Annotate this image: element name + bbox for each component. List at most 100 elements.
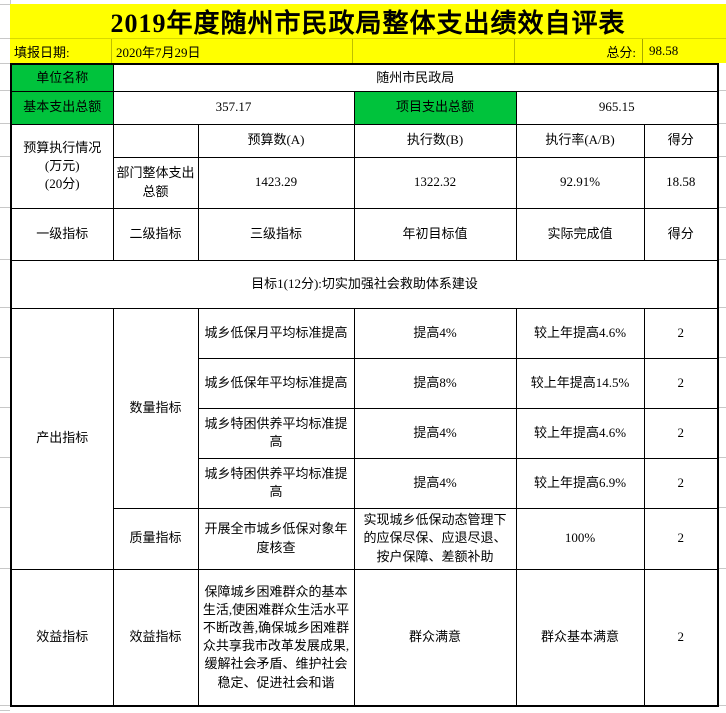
- budget-execution-empty-cell: [112, 123, 199, 158]
- indicator-score-cell: 2: [643, 568, 719, 707]
- budget-amount-cell: 1423.29: [197, 156, 355, 209]
- indicator-target-cell: 提高8%: [353, 357, 517, 409]
- unit-name-row: 单位名称 随州市民政局: [10, 63, 719, 92]
- margin-gridline: [717, 259, 726, 260]
- margin-gridline: [0, 507, 10, 508]
- page-title: 2019年度随州市民政局整体支出绩效自评表: [110, 8, 626, 38]
- indicator-target-cell: 群众满意: [353, 568, 517, 707]
- indicator-name-cell: 城乡特困供养平均标准提高: [197, 407, 355, 459]
- target-value-header-cell: 年初目标值: [353, 207, 517, 261]
- execution-rate-header-cell: 执行率(A/B): [515, 123, 645, 158]
- margin-gridline: [0, 207, 10, 208]
- indicator-name-cell: 城乡低保年平均标准提高: [197, 357, 355, 409]
- page-title-banner: 2019年度随州市民政局整体支出绩效自评表: [10, 4, 726, 38]
- quantity-indicator-row: 城乡特困供养平均标准提高 提高4% 较上年提高4.6% 2: [11, 407, 719, 459]
- report-date-value: 2020年7月29日: [112, 39, 353, 63]
- indicator-actual-cell: 群众基本满意: [515, 568, 645, 707]
- unit-name-value-cell: 随州市民政局: [112, 63, 719, 92]
- benefit-level1-cell: 效益指标: [10, 568, 114, 707]
- executed-amount-cell: 1322.32: [353, 156, 517, 209]
- executed-amount-header-cell: 执行数(B): [353, 123, 517, 158]
- execution-rate-cell: 92.91%: [515, 156, 645, 209]
- indicator-target-cell: 提高4%: [353, 307, 517, 359]
- indicator-score-cell: 2: [643, 307, 719, 359]
- margin-gridline: [0, 568, 10, 569]
- goal1-row: 目标1(12分):切实加强社会救助体系建设: [10, 259, 719, 309]
- margin-gridline: [717, 90, 726, 91]
- actual-value-header-cell: 实际完成值: [515, 207, 645, 261]
- level1-indicator-header-cell: 一级指标: [10, 207, 114, 261]
- meta-empty-cell: [353, 39, 515, 63]
- department-total-label-cell: 部门整体支出总额: [112, 156, 199, 209]
- quantity-indicator-label-cell: 数量指标: [112, 307, 199, 509]
- report-date-label: 填报日期:: [10, 39, 112, 63]
- indicator-score-cell: 2: [643, 407, 719, 459]
- expenditure-totals-row: 基本支出总额 357.17 项目支出总额 965.15: [10, 90, 719, 125]
- total-score-value: 98.58: [649, 43, 679, 58]
- quality-indicator-label-cell: 质量指标: [112, 507, 199, 570]
- margin-gridline: [0, 307, 10, 308]
- benefit-level2-cell: 效益指标: [112, 568, 199, 707]
- margin-gridline: [0, 123, 10, 124]
- execution-score-cell: 18.58: [643, 156, 719, 209]
- margin-gridline: [717, 407, 726, 408]
- margin-gridline: [717, 705, 726, 706]
- indicator-actual-cell: 较上年提高4.6%: [515, 307, 645, 359]
- margin-gridline: [0, 710, 10, 711]
- margin-gridline: [0, 357, 10, 358]
- level2-indicator-header-cell: 二级指标: [112, 207, 199, 261]
- indicator-score-cell: 2: [643, 357, 719, 409]
- indicator-actual-cell: 较上年提高4.6%: [515, 407, 645, 459]
- indicator-target-cell: 实现城乡低保动态管理下的应保尽保、应退尽退、按户保障、差额补助: [353, 507, 517, 570]
- budget-amount-header-cell: 预算数(A): [197, 123, 355, 158]
- indicator-score-cell: 2: [643, 457, 719, 509]
- indicator-actual-cell: 较上年提高6.9%: [515, 457, 645, 509]
- indicator-score-cell: 2: [643, 507, 719, 570]
- indicator-score-header-cell: 得分: [643, 207, 719, 261]
- project-expenditure-value-cell: 965.15: [515, 90, 719, 125]
- indicator-header-row: 一级指标 二级指标 三级指标 年初目标值 实际完成值 得分: [10, 207, 719, 261]
- budget-execution-label-cell: 预算执行情况 (万元) (20分): [10, 123, 114, 209]
- indicator-target-cell: 提高4%: [353, 457, 517, 509]
- indicator-name-cell: 城乡低保月平均标准提高: [197, 307, 355, 359]
- margin-gridline: [0, 38, 10, 39]
- quantity-indicator-row: 城乡特困供养平均标准提高 提高4% 较上年提高6.9% 2: [11, 457, 719, 509]
- margin-gridline: [0, 705, 10, 706]
- output-indicator-cell: 产出指标: [10, 307, 114, 570]
- score-header-cell: 得分: [643, 123, 719, 158]
- project-expenditure-label-cell: 项目支出总额: [353, 90, 517, 125]
- level3-indicator-header-cell: 三级指标: [197, 207, 355, 261]
- self-evaluation-table: 单位名称 随州市民政局 基本支出总额 357.17 项目支出总额 965.15 …: [10, 63, 719, 707]
- quality-indicator-row: 质量指标 开展全市城乡低保对象年度核查 实现城乡低保动态管理下的应保尽保、应退尽…: [11, 507, 719, 570]
- margin-gridline: [0, 4, 10, 5]
- margin-gridline: [717, 457, 726, 458]
- margin-gridline: [717, 123, 726, 124]
- margin-gridline: [0, 90, 10, 91]
- indicator-target-cell: 提高4%: [353, 407, 517, 459]
- margin-gridline: [717, 207, 726, 208]
- margin-gridline: [0, 407, 10, 408]
- budget-execution-data-row: 部门整体支出总额 1423.29 1322.32 92.91% 18.58: [11, 156, 719, 209]
- margin-gridline: [717, 507, 726, 508]
- margin-gridline: [717, 357, 726, 358]
- basic-expenditure-value-cell: 357.17: [112, 90, 355, 125]
- indicator-actual-cell: 100%: [515, 507, 645, 570]
- basic-expenditure-label-cell: 基本支出总额: [10, 90, 114, 125]
- margin-gridline: [0, 156, 10, 157]
- quantity-indicator-row: 产出指标 数量指标 城乡低保月平均标准提高 提高4% 较上年提高4.6% 2: [10, 307, 719, 570]
- margin-gridline: [0, 457, 10, 458]
- budget-execution-header-row: 预算执行情况 (万元) (20分) 预算数(A) 执行数(B) 执行率(A/B)…: [10, 123, 719, 209]
- margin-gridline: [717, 156, 726, 157]
- margin-gridline: [717, 307, 726, 308]
- goal1-text-cell: 目标1(12分):切实加强社会救助体系建设: [10, 259, 719, 309]
- margin-gridline: [717, 568, 726, 569]
- indicator-name-cell: 开展全市城乡低保对象年度核查: [197, 507, 355, 570]
- report-meta-row: 填报日期: 2020年7月29日 总分: 98.58: [10, 38, 726, 63]
- indicator-name-cell: 城乡特困供养平均标准提高: [197, 457, 355, 509]
- indicator-actual-cell: 较上年提高14.5%: [515, 357, 645, 409]
- margin-gridline: [0, 63, 10, 64]
- margin-gridline: [0, 259, 10, 260]
- unit-name-label-cell: 单位名称: [10, 63, 114, 92]
- indicator-name-cell: 保障城乡困难群众的基本生活,使困难群众生活水平不断改善,确保城乡困难群众共享我市…: [197, 568, 355, 707]
